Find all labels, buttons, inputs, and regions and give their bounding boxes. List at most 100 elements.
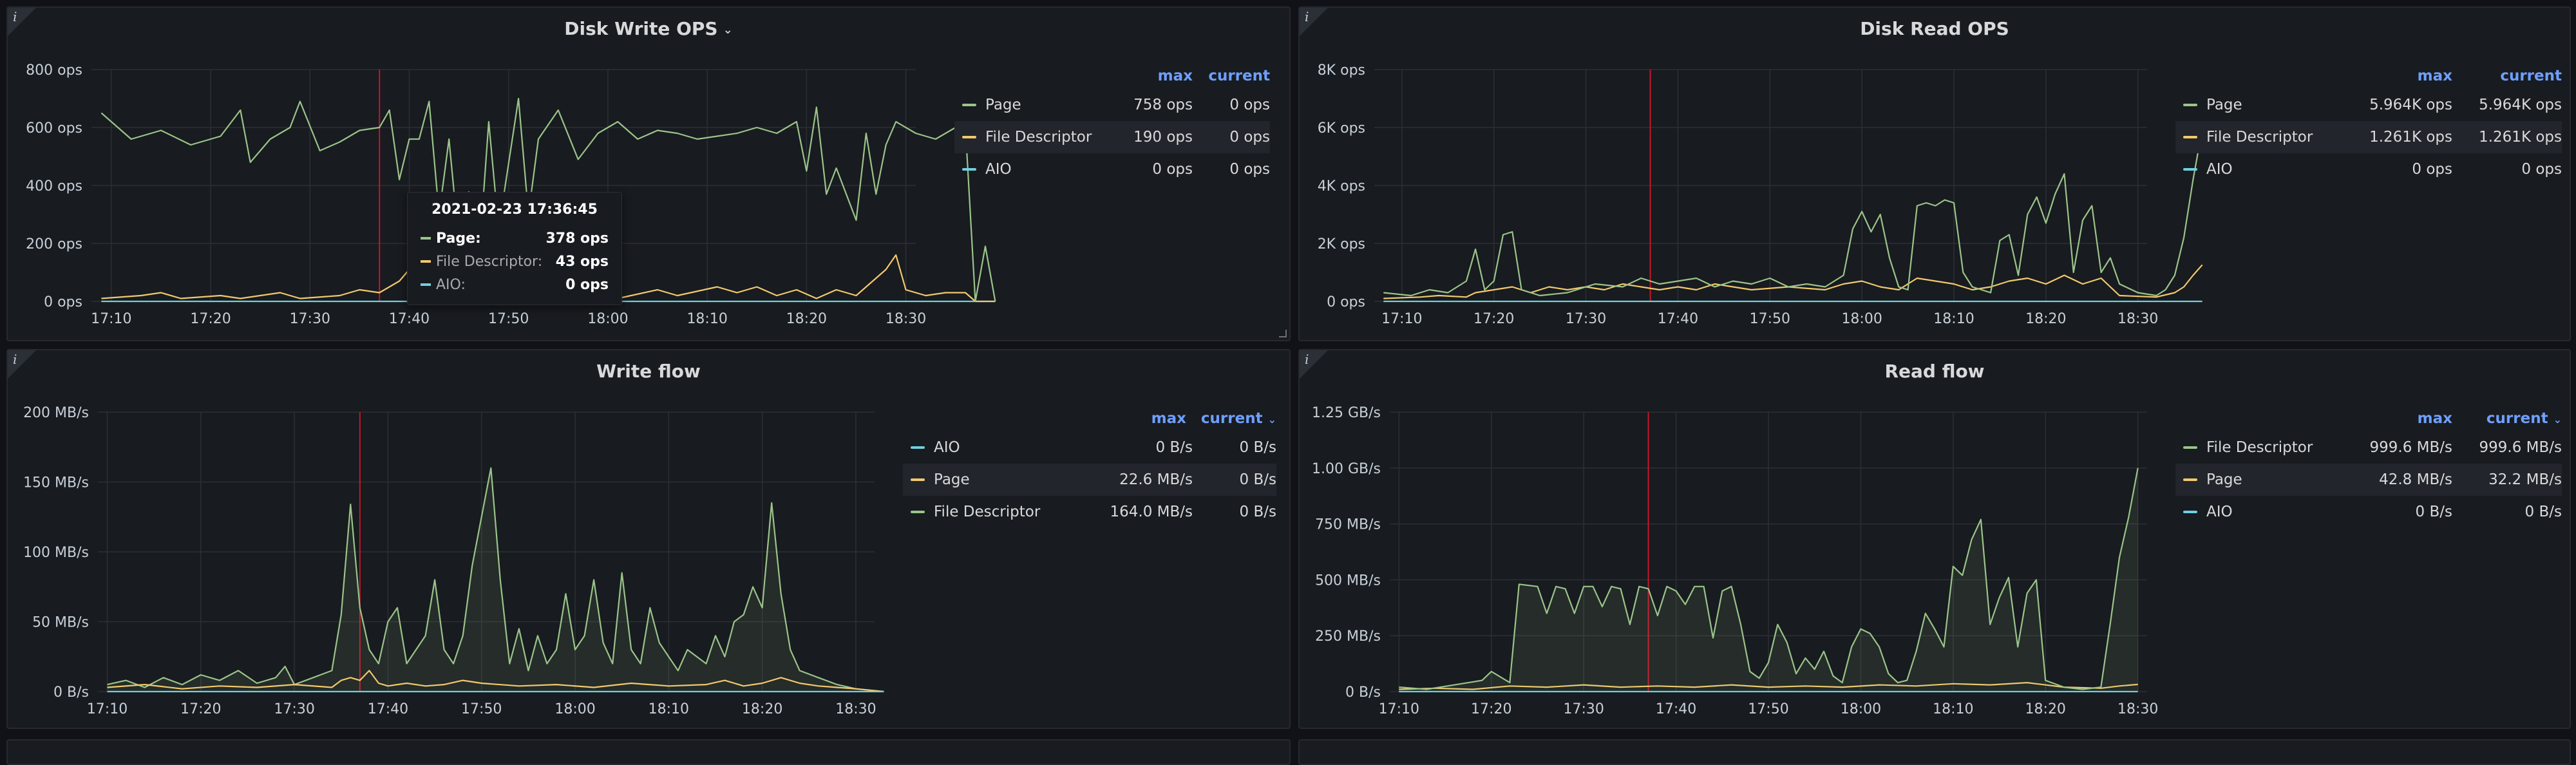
x-tick-label: 17:20	[190, 311, 231, 327]
legend-item[interactable]: Page 5.964K ops 5.964K ops	[2175, 89, 2562, 121]
legend-header-current[interactable]: current ⌄	[1186, 410, 1276, 427]
legend-item[interactable]: AIO 0 B/s 0 B/s	[2175, 496, 2562, 528]
tooltip-row: AIO: 0 ops	[421, 273, 609, 296]
legend-item[interactable]: File Descriptor 164.0 MB/s 0 B/s	[903, 496, 1276, 528]
legend-header-max[interactable]: max	[2417, 68, 2452, 84]
legend-series-name[interactable]: Page	[934, 471, 970, 488]
info-icon[interactable]: i	[1305, 352, 1309, 367]
series-line[interactable]	[107, 467, 884, 693]
series-line[interactable]	[1399, 468, 2139, 690]
legend-series-name[interactable]: AIO	[985, 161, 1012, 178]
legend-series-name[interactable]: AIO	[2206, 504, 2233, 520]
x-tick-label: 17:40	[1658, 311, 1698, 327]
legend-header-max[interactable]: max	[2417, 410, 2452, 427]
resize-handle[interactable]	[1279, 330, 1287, 337]
y-tick-label: 250 MB/s	[1315, 628, 1381, 645]
panel-title[interactable]: Disk Write OPS ⌄	[8, 18, 1289, 39]
legend-item[interactable]: File Descriptor 999.6 MB/s 999.6 MB/s	[2175, 431, 2562, 464]
legend-series-name[interactable]: File Descriptor	[934, 504, 1041, 520]
legend-series-name[interactable]: File Descriptor	[2206, 439, 2313, 456]
legend-item[interactable]: File Descriptor 1.261K ops 1.261K ops	[2175, 121, 2562, 153]
panel-info-corner[interactable]	[8, 8, 36, 36]
legend-current-value: 0 ops	[1229, 129, 1270, 146]
panel-write-flow: i Write flow 0 B/s 50 MB/s 100 MB/s 150 MB/…	[6, 349, 1291, 729]
x-tick-label: 17:40	[368, 701, 408, 717]
panel-title[interactable]: Disk Read OPS	[1300, 18, 2570, 39]
info-icon[interactable]: i	[13, 352, 17, 367]
panel-info-corner[interactable]	[1300, 8, 1328, 36]
legend-header-current-text[interactable]: current	[1200, 410, 1263, 427]
legend-max-value: 0 B/s	[2415, 504, 2452, 520]
x-tick-label: 17:20	[1473, 311, 1514, 327]
x-tick-label: 18:10	[1933, 311, 1974, 327]
hover-tooltip: 2021-02-23 17:36:45 Page: 378 ops File D…	[407, 192, 622, 305]
tooltip-row: File Descriptor: 43 ops	[421, 250, 609, 273]
x-tick-label: 17:40	[389, 311, 430, 327]
tooltip-row: Page: 378 ops	[421, 227, 609, 250]
legend-current-value: 0 B/s	[1239, 439, 1276, 456]
chart-plot-area[interactable]: 0 B/s 250 MB/s 500 MB/s 750 MB/s 1.00 GB/s 1.…	[1300, 350, 2158, 729]
panel-info-corner[interactable]	[1300, 350, 1328, 379]
legend-series-name[interactable]: Page	[2206, 97, 2242, 113]
x-tick-label: 17:20	[180, 701, 221, 717]
legend-item[interactable]: Page 22.6 MB/s 0 B/s	[903, 464, 1276, 496]
legend-current-value: 999.6 MB/s	[2479, 439, 2562, 456]
legend-item[interactable]: AIO 0 ops 0 ops	[2175, 153, 2562, 185]
chart-plot-area[interactable]: 0 ops 2K ops 4K ops 6K ops 8K ops 17:10 17:20 1…	[1300, 8, 2203, 341]
legend-item[interactable]: Page 758 ops 0 ops	[954, 89, 1270, 121]
legend-max-value: 190 ops	[1133, 129, 1193, 146]
panel-title[interactable]: Read flow	[1300, 361, 2570, 382]
legend-header-current-text[interactable]: current	[2486, 410, 2548, 427]
legend-item[interactable]: Page 42.8 MB/s 32.2 MB/s	[2175, 464, 2562, 496]
sort-desc-icon[interactable]: ⌄	[1267, 413, 1276, 426]
legend-series-name[interactable]: Page	[985, 97, 1021, 113]
legend-series-name[interactable]: AIO	[934, 439, 960, 456]
x-tick-label: 18:10	[1933, 701, 1973, 717]
legend-header: max current ⌄	[2175, 406, 2562, 431]
legend-header-max[interactable]: max	[1151, 410, 1186, 427]
tooltip-series-name: AIO:	[436, 276, 466, 293]
legend-item[interactable]: AIO 0 ops 0 ops	[954, 153, 1270, 185]
panel-title[interactable]: Write flow	[8, 361, 1289, 382]
info-icon[interactable]: i	[13, 9, 17, 24]
y-tick-label: 0 ops	[1327, 294, 1365, 310]
tooltip-value: 0 ops	[565, 276, 609, 293]
y-tick-label: 500 MB/s	[1315, 572, 1381, 589]
legend-series-name[interactable]: File Descriptor	[985, 129, 1092, 146]
legend-item[interactable]: AIO 0 B/s 0 B/s	[903, 431, 1276, 464]
legend-series-name[interactable]: Page	[2206, 471, 2242, 488]
panel-title-text[interactable]: Write flow	[596, 361, 701, 382]
legend-series-name[interactable]: File Descriptor	[2206, 129, 2313, 146]
panel-title-text[interactable]: Read flow	[1884, 361, 1985, 382]
x-tick-label: 18:20	[2025, 311, 2066, 327]
panel-title-text[interactable]: Disk Write OPS	[564, 18, 718, 39]
legend-header-current[interactable]: current ⌄	[2452, 410, 2562, 427]
series-line[interactable]	[1399, 682, 2138, 690]
x-tick-label: 17:30	[274, 701, 314, 717]
x-tick-label: 18:10	[687, 311, 727, 327]
tooltip-value: 43 ops	[555, 253, 609, 270]
legend-swatch	[962, 104, 976, 106]
chart-plot-area[interactable]: 0 B/s 50 MB/s 100 MB/s 150 MB/s 200 MB/s 17:1…	[8, 350, 896, 729]
x-tick-label: 17:20	[1471, 701, 1511, 717]
chevron-down-icon[interactable]: ⌄	[723, 23, 733, 37]
legend-series-name[interactable]: AIO	[2206, 161, 2233, 178]
series-line[interactable]	[107, 670, 884, 693]
y-tick-label: 400 ops	[26, 178, 82, 194]
legend-header-current[interactable]: current	[1208, 68, 1270, 84]
x-tick-label: 17:50	[488, 311, 529, 327]
legend-item[interactable]: File Descriptor 190 ops 0 ops	[954, 121, 1270, 153]
series-line[interactable]	[1383, 264, 2203, 299]
legend-header-max[interactable]: max	[1157, 68, 1193, 84]
x-tick-label: 18:00	[554, 701, 595, 717]
panel-info-corner[interactable]	[8, 350, 36, 379]
series-line[interactable]	[1383, 128, 2203, 297]
y-tick-label: 0 ops	[44, 294, 82, 310]
x-tick-label: 17:10	[1379, 701, 1419, 717]
legend-header-current[interactable]: current	[2500, 68, 2562, 84]
sort-desc-icon[interactable]: ⌄	[2553, 413, 2562, 426]
panel-title-text[interactable]: Disk Read OPS	[1860, 18, 2009, 39]
y-tick-label: 6K ops	[1318, 120, 1365, 137]
info-icon[interactable]: i	[1305, 9, 1309, 24]
series-line[interactable]	[100, 97, 996, 303]
